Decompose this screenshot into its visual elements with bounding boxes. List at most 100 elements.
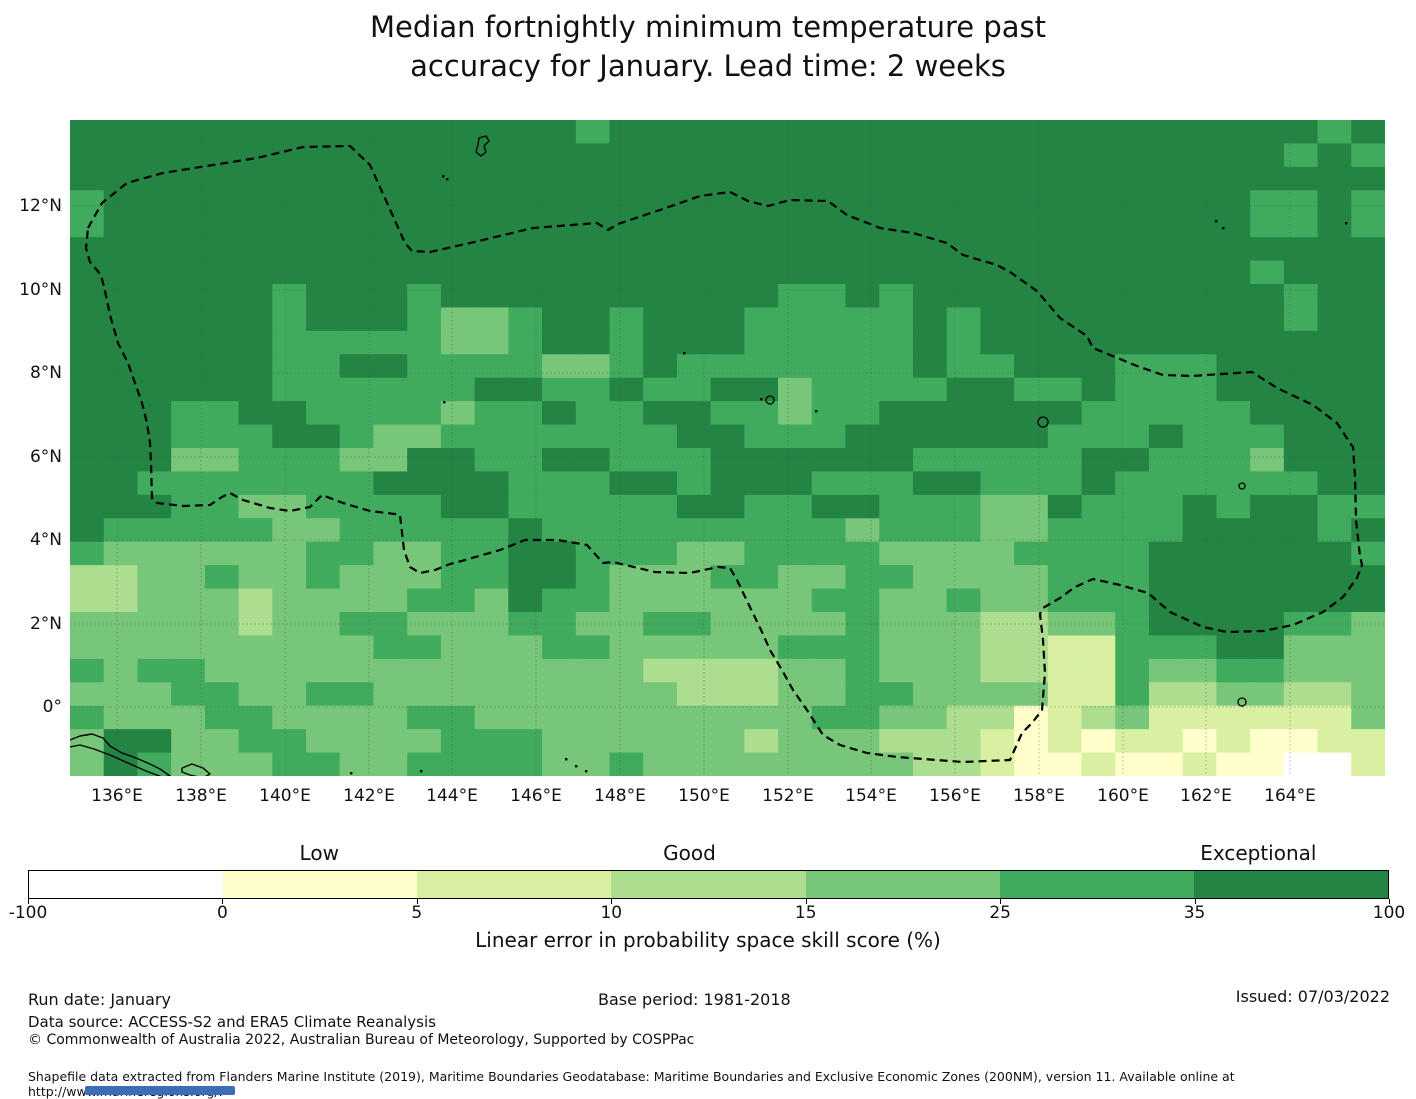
grid-cell	[1047, 143, 1083, 168]
island-outline	[1237, 697, 1247, 707]
grid-cell	[474, 612, 509, 637]
grid-cell	[912, 612, 948, 637]
grid-cell	[542, 729, 577, 754]
grid-cell	[204, 588, 240, 613]
grid-cell	[744, 752, 779, 777]
grid-cell	[474, 260, 509, 285]
grid-cell	[171, 752, 206, 777]
grid-cell	[575, 213, 611, 238]
grid-cell	[70, 729, 105, 754]
grid-cell	[407, 705, 442, 730]
grid-cell	[171, 565, 206, 590]
grid-cell	[1014, 330, 1049, 355]
grid-cell	[373, 424, 408, 449]
grid-cell	[879, 471, 914, 496]
grid-cell	[339, 120, 375, 145]
grid-cell	[474, 284, 509, 309]
x-tick-label: 146°E	[510, 786, 562, 806]
colorbar-category-label-good: Good	[663, 841, 716, 865]
grid-cell	[339, 518, 375, 543]
grid-cell	[676, 448, 712, 473]
map-plot-area	[69, 120, 1386, 779]
grid-cell	[1115, 354, 1150, 379]
grid-cell	[70, 190, 105, 215]
grid-cell	[1317, 448, 1352, 473]
grid-cell	[137, 658, 172, 683]
grid-cell	[508, 658, 543, 683]
grid-cell	[1283, 143, 1319, 168]
grid-cell	[137, 213, 172, 238]
grid-cell	[912, 354, 948, 379]
grid-cell	[1283, 518, 1319, 543]
grid-cell	[1148, 166, 1184, 191]
grid-cell	[676, 471, 712, 496]
grid-cell	[272, 284, 307, 309]
grid-cell	[946, 237, 981, 262]
grid-cell	[1014, 471, 1049, 496]
grid-cell	[609, 635, 644, 660]
grid-cell	[609, 424, 644, 449]
grid-cell	[1250, 330, 1285, 355]
grid-cell	[1081, 565, 1116, 590]
grid-cell	[1014, 166, 1049, 191]
grid-cell	[980, 565, 1015, 590]
grid-cell	[1081, 588, 1116, 613]
grid-cell	[306, 190, 341, 215]
grid-cell	[575, 518, 611, 543]
grid-cell	[1182, 377, 1218, 402]
grid-cell	[1283, 635, 1319, 660]
grid-cell	[710, 471, 745, 496]
grid-cell	[980, 518, 1015, 543]
grid-cell	[1047, 612, 1083, 637]
grid-cell	[1182, 260, 1218, 285]
grid-cell	[1317, 541, 1352, 566]
grid-cell	[845, 284, 880, 309]
colorbar-category-label-low: Low	[299, 841, 339, 865]
grid-cell	[778, 330, 813, 355]
grid-cell	[710, 705, 745, 730]
run-date-text: Run date: January	[28, 990, 171, 1009]
grid-cell	[1351, 307, 1386, 332]
grid-cell	[103, 330, 139, 355]
grid-cell	[1216, 237, 1251, 262]
grid-cell	[811, 658, 847, 683]
grid-cell	[339, 682, 375, 707]
grid-cell	[946, 330, 981, 355]
grid-cell	[1216, 682, 1251, 707]
grid-cell	[1014, 565, 1049, 590]
grid-cell	[103, 588, 139, 613]
colorbar-tick	[28, 899, 29, 904]
grid-cell	[643, 705, 678, 730]
grid-cell	[1351, 658, 1386, 683]
grid-cell	[1283, 307, 1319, 332]
grid-cell	[542, 284, 577, 309]
grid-cell	[676, 541, 712, 566]
grid-cell	[1047, 588, 1083, 613]
grid-cell	[238, 213, 273, 238]
grid-cell	[946, 541, 981, 566]
grid-cell	[1047, 354, 1083, 379]
grid-cell	[440, 213, 476, 238]
grid-cell	[440, 120, 476, 145]
grid-cell	[946, 213, 981, 238]
grid-cell	[103, 541, 139, 566]
grid-cell	[1351, 166, 1386, 191]
grid-cell	[1081, 213, 1116, 238]
grid-cell	[845, 354, 880, 379]
grid-cell	[1115, 682, 1150, 707]
grid-cell	[373, 237, 408, 262]
grid-cell	[474, 494, 509, 519]
grid-cell	[339, 260, 375, 285]
grid-cell	[306, 260, 341, 285]
grid-cell	[373, 401, 408, 426]
grid-cell	[339, 635, 375, 660]
island-outline-guam	[475, 135, 490, 157]
grid-cell	[1216, 565, 1251, 590]
colorbar-tick-label: 10	[600, 903, 623, 923]
grid-cell	[272, 682, 307, 707]
grid-cell	[440, 354, 476, 379]
grid-cell	[609, 166, 644, 191]
grid-cell	[171, 143, 206, 168]
grid-cell	[845, 401, 880, 426]
grid-cell	[103, 494, 139, 519]
